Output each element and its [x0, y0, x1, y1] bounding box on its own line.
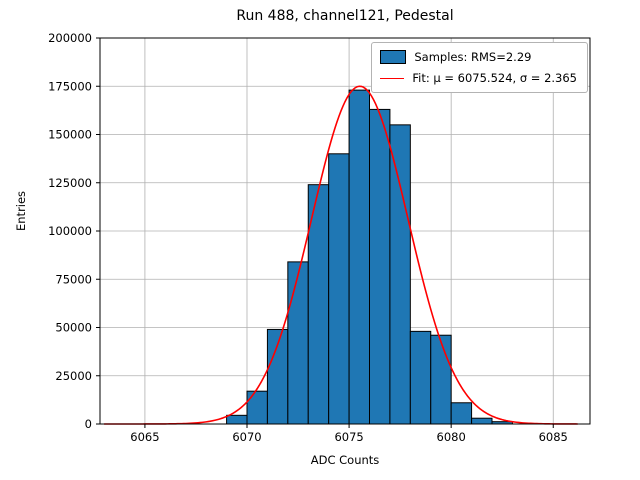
histogram-bar	[226, 414, 248, 425]
histogram-bar	[430, 334, 452, 425]
chart-title: Run 488, channel121, Pedestal	[236, 8, 454, 24]
histogram-bar	[471, 417, 493, 425]
histogram-bar	[328, 153, 350, 425]
histogram-bar	[348, 89, 371, 425]
legend-entry-samples: Samples: RMS=2.29	[380, 50, 577, 64]
histogram-bar	[287, 261, 309, 425]
y-tick-label: 125000	[48, 176, 92, 190]
y-tick-label: 150000	[48, 128, 92, 142]
samples-patch-icon	[380, 50, 407, 64]
histogram-bar	[246, 390, 268, 425]
histogram-bar	[450, 402, 473, 425]
legend-samples-label: Samples: RMS=2.29	[414, 50, 532, 64]
y-tick-label: 50000	[55, 321, 92, 335]
x-axis-label: ADC Counts	[310, 453, 380, 467]
y-tick-label: 0	[85, 417, 92, 431]
y-tick-label: 75000	[55, 272, 92, 286]
x-tick-label: 6085	[539, 430, 568, 444]
histogram-bar	[369, 108, 391, 425]
legend: Samples: RMS=2.29 Fit: μ = 6075.524, σ =…	[371, 42, 588, 93]
histogram-bar	[409, 330, 432, 425]
x-tick-label: 6070	[232, 430, 261, 444]
histogram-bar	[389, 124, 411, 425]
y-tick-label: 200000	[48, 31, 92, 45]
fit-line-icon	[380, 77, 405, 79]
y-tick-label: 25000	[55, 369, 92, 383]
x-tick-label: 6080	[437, 430, 466, 444]
x-tick-label: 6065	[130, 430, 159, 444]
legend-entry-fit: Fit: μ = 6075.524, σ = 2.365	[380, 71, 577, 85]
y-tick-label: 175000	[48, 79, 92, 93]
y-tick-label: 100000	[48, 224, 92, 238]
x-tick-label: 6075	[334, 430, 363, 444]
legend-fit-label: Fit: μ = 6075.524, σ = 2.365	[412, 71, 577, 85]
